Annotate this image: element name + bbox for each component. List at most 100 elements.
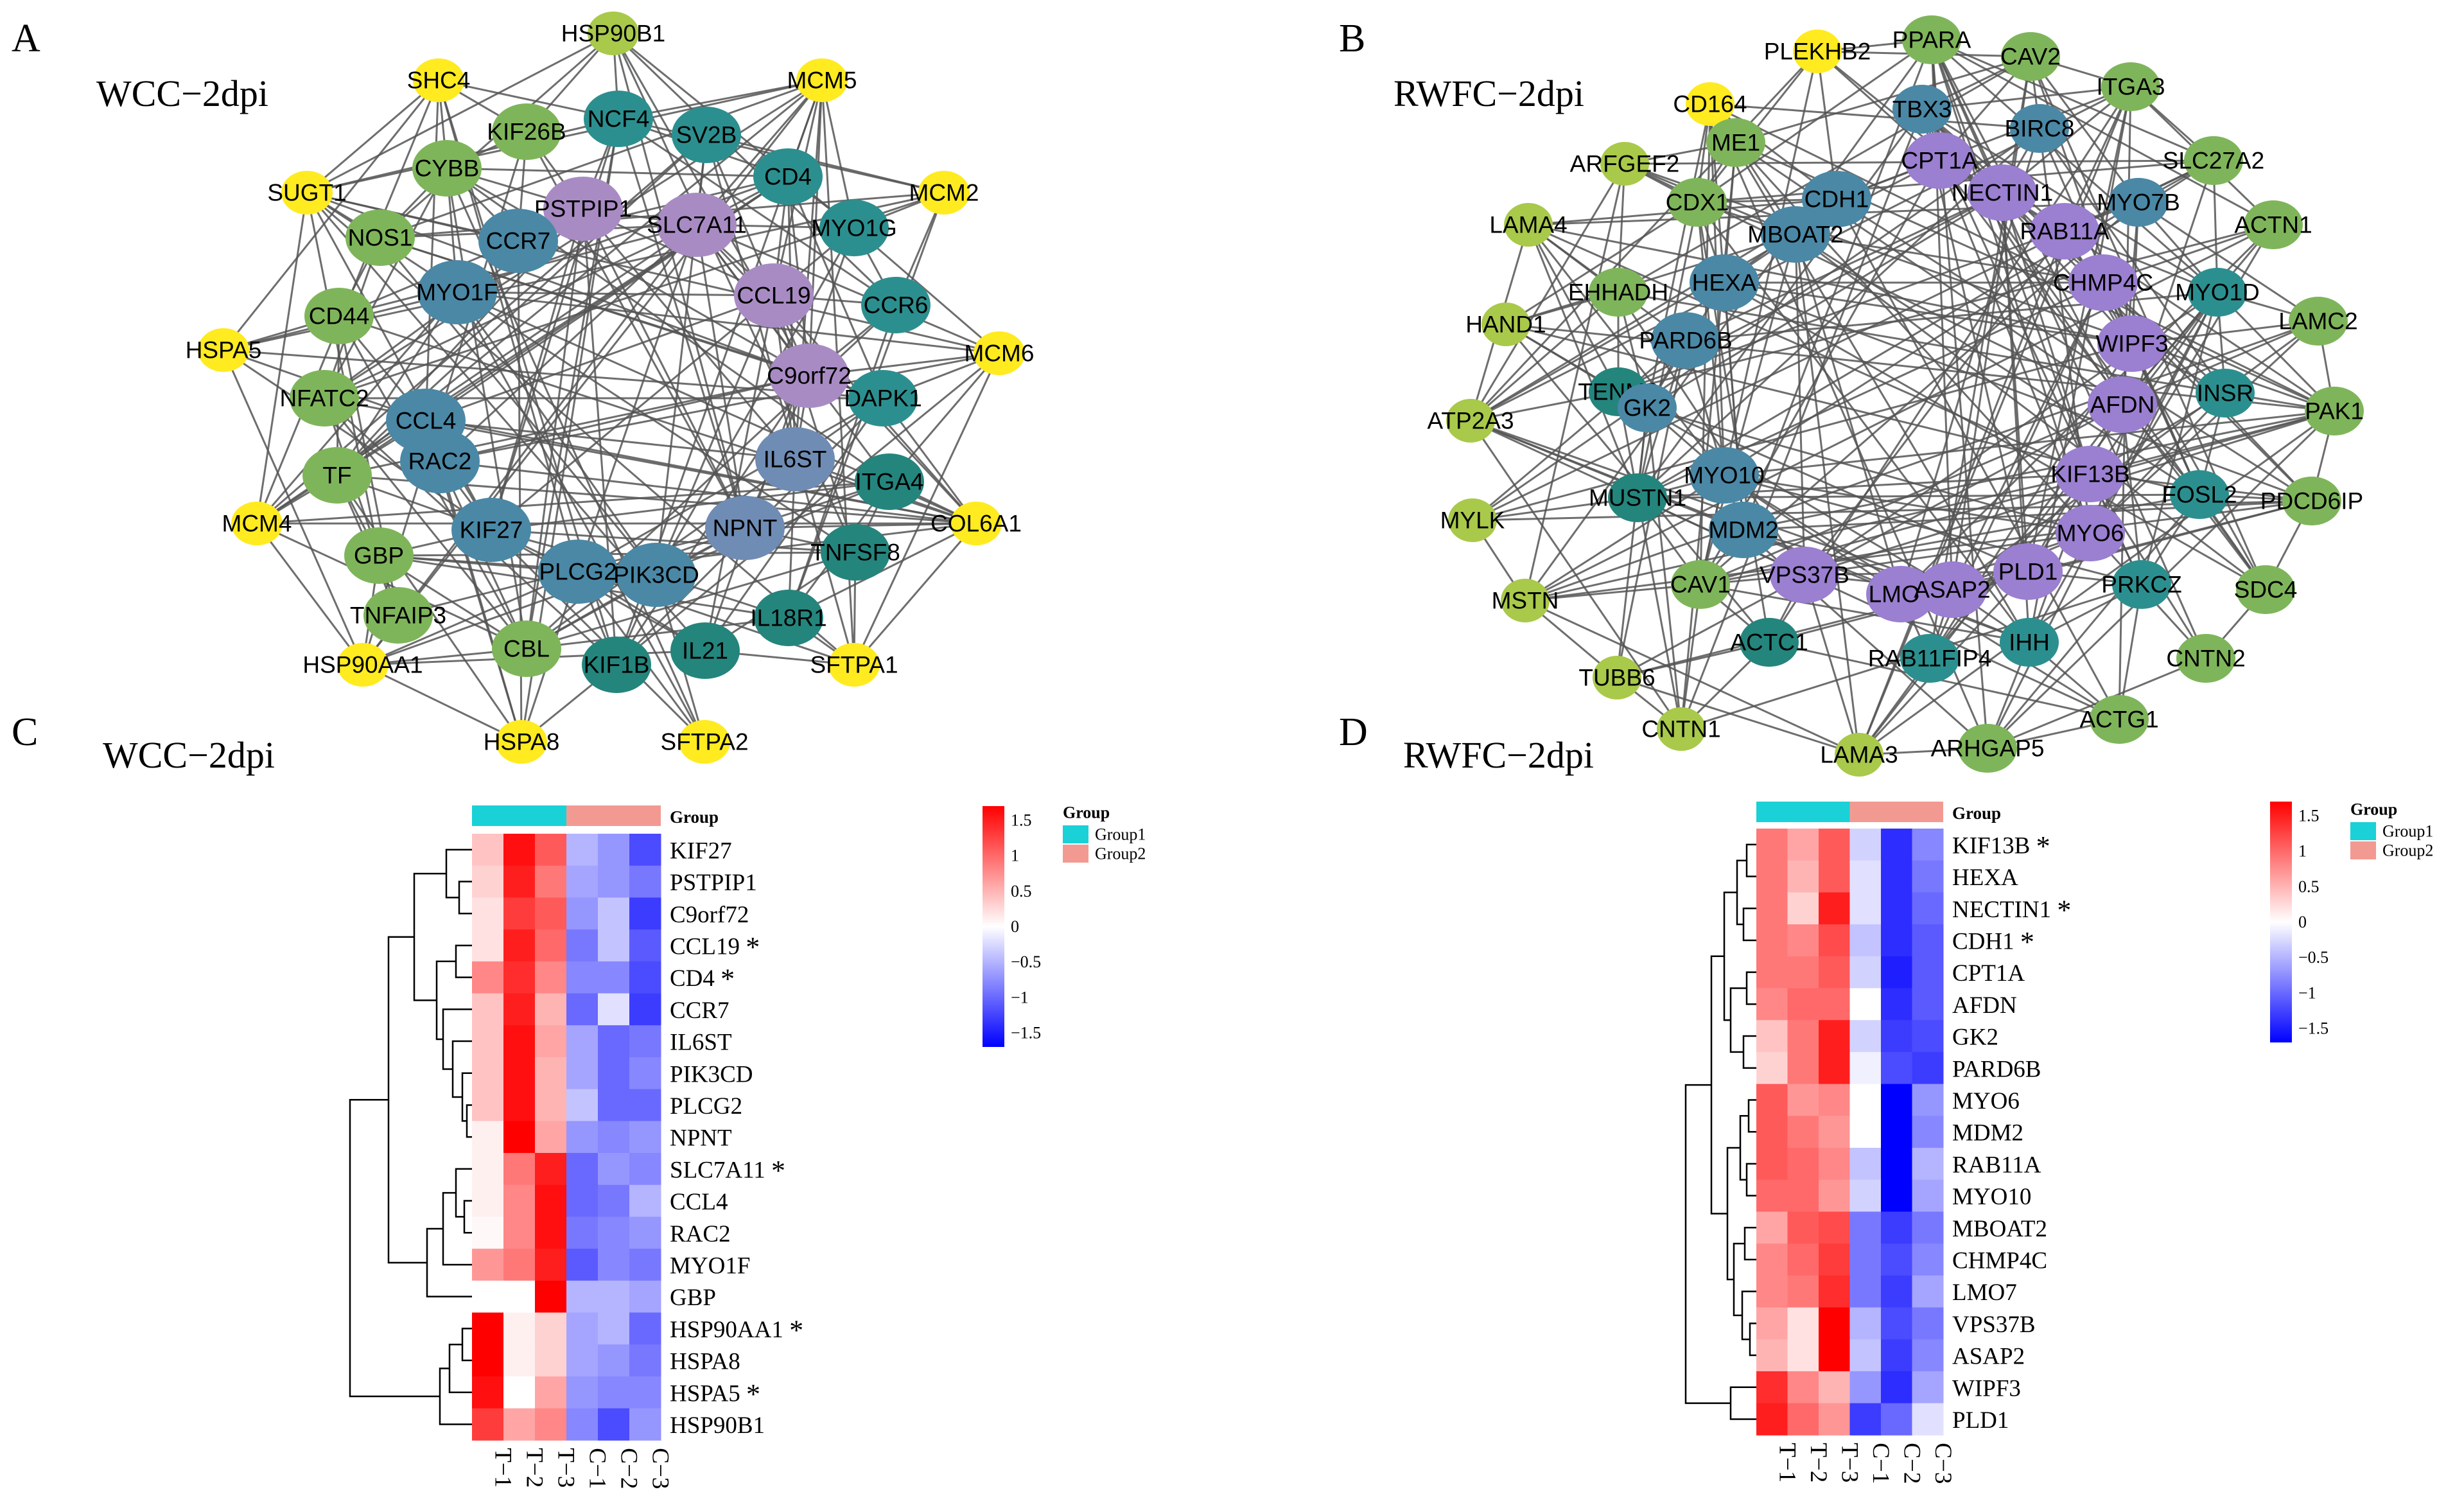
panel-b-edge bbox=[1858, 410, 2335, 756]
panel-c-cell bbox=[472, 1408, 504, 1441]
panel-c-cell bbox=[629, 1057, 661, 1090]
panel-b-node-circle bbox=[1501, 579, 1550, 622]
panel-b-node-label: RAB11FIP4 bbox=[1868, 646, 1992, 672]
panel-c-colorbar-tick: −1.5 bbox=[1011, 1023, 1041, 1042]
panel-b-node: IHH bbox=[2000, 618, 2059, 667]
panel-c-cell bbox=[503, 1376, 536, 1409]
panel-c-cell bbox=[629, 993, 661, 1026]
panel-a-node-circle bbox=[496, 720, 547, 764]
panel-c-cell bbox=[472, 1121, 504, 1154]
panel-b-node: AFDN bbox=[2088, 376, 2157, 433]
panel-b-node-label: ITGA3 bbox=[2097, 74, 2165, 100]
panel-d-cell bbox=[1881, 1307, 1912, 1340]
panel-b-node-label: FOSL2 bbox=[2162, 482, 2237, 508]
panel-d-cell bbox=[1756, 1275, 1788, 1308]
panel-d-cell bbox=[1787, 1211, 1819, 1244]
panel-a-node: ITGA4 bbox=[855, 453, 924, 510]
panel-a-node-label: IL18R1 bbox=[750, 605, 826, 631]
panel-b-edge bbox=[1938, 160, 2267, 590]
panel-b-node-label: EHHADH bbox=[1568, 279, 1668, 306]
panel-d-cell bbox=[1787, 1148, 1819, 1181]
panel-b-node-circle bbox=[1866, 566, 1935, 622]
panel-c-group-label: Group bbox=[670, 807, 719, 827]
panel-a-node-label: MCM4 bbox=[222, 511, 292, 537]
panel-a-node-label: RAC2 bbox=[408, 448, 472, 475]
panel-a-node-label: TNFSF8 bbox=[810, 540, 900, 566]
panel-a-edge bbox=[787, 176, 884, 399]
panel-d-cell bbox=[1819, 1084, 1850, 1116]
panel-c-row-label: PIK3CD bbox=[670, 1061, 753, 1087]
panel-a-edge bbox=[696, 224, 1000, 355]
panel-c-cell bbox=[503, 1344, 536, 1377]
panel-a-edge bbox=[439, 460, 977, 525]
panel-d-colorbar-tick: 0 bbox=[2298, 913, 2307, 931]
panel-d-row-label: CDH1 * bbox=[1952, 926, 2034, 957]
panel-d-cell bbox=[1912, 1148, 1944, 1181]
panel-a-node-label: MCM5 bbox=[787, 67, 857, 94]
panel-a-edge bbox=[853, 227, 1000, 355]
panel-a-node-circle bbox=[769, 344, 849, 408]
panel-b-node-circle bbox=[1690, 447, 1759, 504]
panel-b-node-label: ME1 bbox=[1711, 130, 1760, 156]
panel-b-node-label: KIF13B bbox=[2050, 461, 2129, 488]
panel-c-cell bbox=[503, 834, 536, 866]
panel-a-node-circle bbox=[451, 498, 531, 562]
panel-a-edge bbox=[362, 80, 823, 665]
panel-b-node: MBOAT2 bbox=[1747, 206, 1844, 263]
panel-d-cell bbox=[1756, 924, 1788, 957]
panel-b-node-circle bbox=[2170, 470, 2229, 519]
panel-a-node-circle bbox=[670, 622, 740, 679]
panel-c-cell bbox=[472, 993, 504, 1026]
panel-a-node: SFTPA2 bbox=[660, 720, 749, 764]
panel-a-node: IL18R1 bbox=[750, 590, 827, 646]
panel-c-cell bbox=[598, 1312, 630, 1345]
panel-b-node: GK2 bbox=[1618, 383, 1677, 432]
panel-a-edge bbox=[306, 79, 439, 194]
panel-c-row-label: PLCG2 bbox=[670, 1093, 742, 1120]
panel-d-row-label: PARD6B bbox=[1952, 1056, 2041, 1082]
panel-a-node-circle bbox=[679, 720, 730, 764]
panel-a-edge bbox=[306, 32, 614, 194]
panel-b-node: ASAP2 bbox=[1914, 561, 1991, 618]
panel-b-node-circle bbox=[2056, 505, 2125, 561]
panel-c-cell bbox=[629, 865, 661, 898]
panel-b-node-label: PLEKHB2 bbox=[1764, 39, 1871, 65]
panel-a-node-circle bbox=[828, 643, 880, 687]
panel-d-heatmap-body: Group KIF13B * HEXA NECTIN1 *CDH1 * CPT1A AFD… bbox=[1684, 800, 2433, 1484]
panel-c-row-label: HSP90AA1 * bbox=[670, 1314, 803, 1346]
panel-c-cell bbox=[535, 1153, 567, 1186]
panel-c-cell bbox=[566, 1312, 599, 1345]
panel-d-cell bbox=[1819, 1179, 1850, 1212]
panel-b-edge bbox=[1921, 108, 2218, 294]
panel-b-edge bbox=[1724, 474, 2091, 534]
panel-d-cell bbox=[1881, 860, 1912, 893]
panel-a-edge bbox=[222, 80, 440, 351]
panel-b-node-label: CD164 bbox=[1673, 91, 1747, 118]
panel-d-colorbar-tick: −1 bbox=[2298, 983, 2316, 1002]
panel-a-node-label: C9orf72 bbox=[767, 363, 852, 389]
panel-b-edge bbox=[2140, 292, 2219, 585]
panel-a-node-circle bbox=[705, 496, 785, 560]
panel-a-node-label: HSP90AA1 bbox=[302, 652, 423, 678]
panel-d-cell bbox=[1787, 1339, 1819, 1372]
panel-a-node-circle bbox=[584, 91, 653, 147]
panel-d-cell bbox=[1849, 1339, 1882, 1372]
panel-a-node-circle bbox=[950, 502, 1002, 545]
panel-a-node-label: KIF26B bbox=[487, 119, 566, 145]
panel-c-row-label: GBP bbox=[670, 1285, 716, 1311]
panel-c-cell bbox=[566, 1249, 599, 1281]
panel-c-cell bbox=[566, 1025, 599, 1058]
panel-d-cell bbox=[1819, 1051, 1850, 1085]
panel-d-cell bbox=[1819, 1020, 1850, 1053]
panel-d-legend-entry: Group2 bbox=[2382, 841, 2433, 860]
panel-b-node-circle bbox=[2097, 315, 2167, 372]
panel-b-node-label: MYLK bbox=[1440, 507, 1505, 534]
panel-c-colorbar-tick: 0.5 bbox=[1011, 882, 1032, 901]
panel-a-edge bbox=[526, 617, 789, 650]
panel-a-edge bbox=[425, 419, 796, 461]
panel-b-node-circle bbox=[2289, 297, 2348, 346]
panel-a-edge bbox=[256, 522, 527, 650]
panel-b-edge bbox=[1700, 583, 2030, 644]
panel-a-edge bbox=[853, 523, 977, 665]
panel-d-row-label: ASAP2 bbox=[1952, 1344, 2025, 1370]
